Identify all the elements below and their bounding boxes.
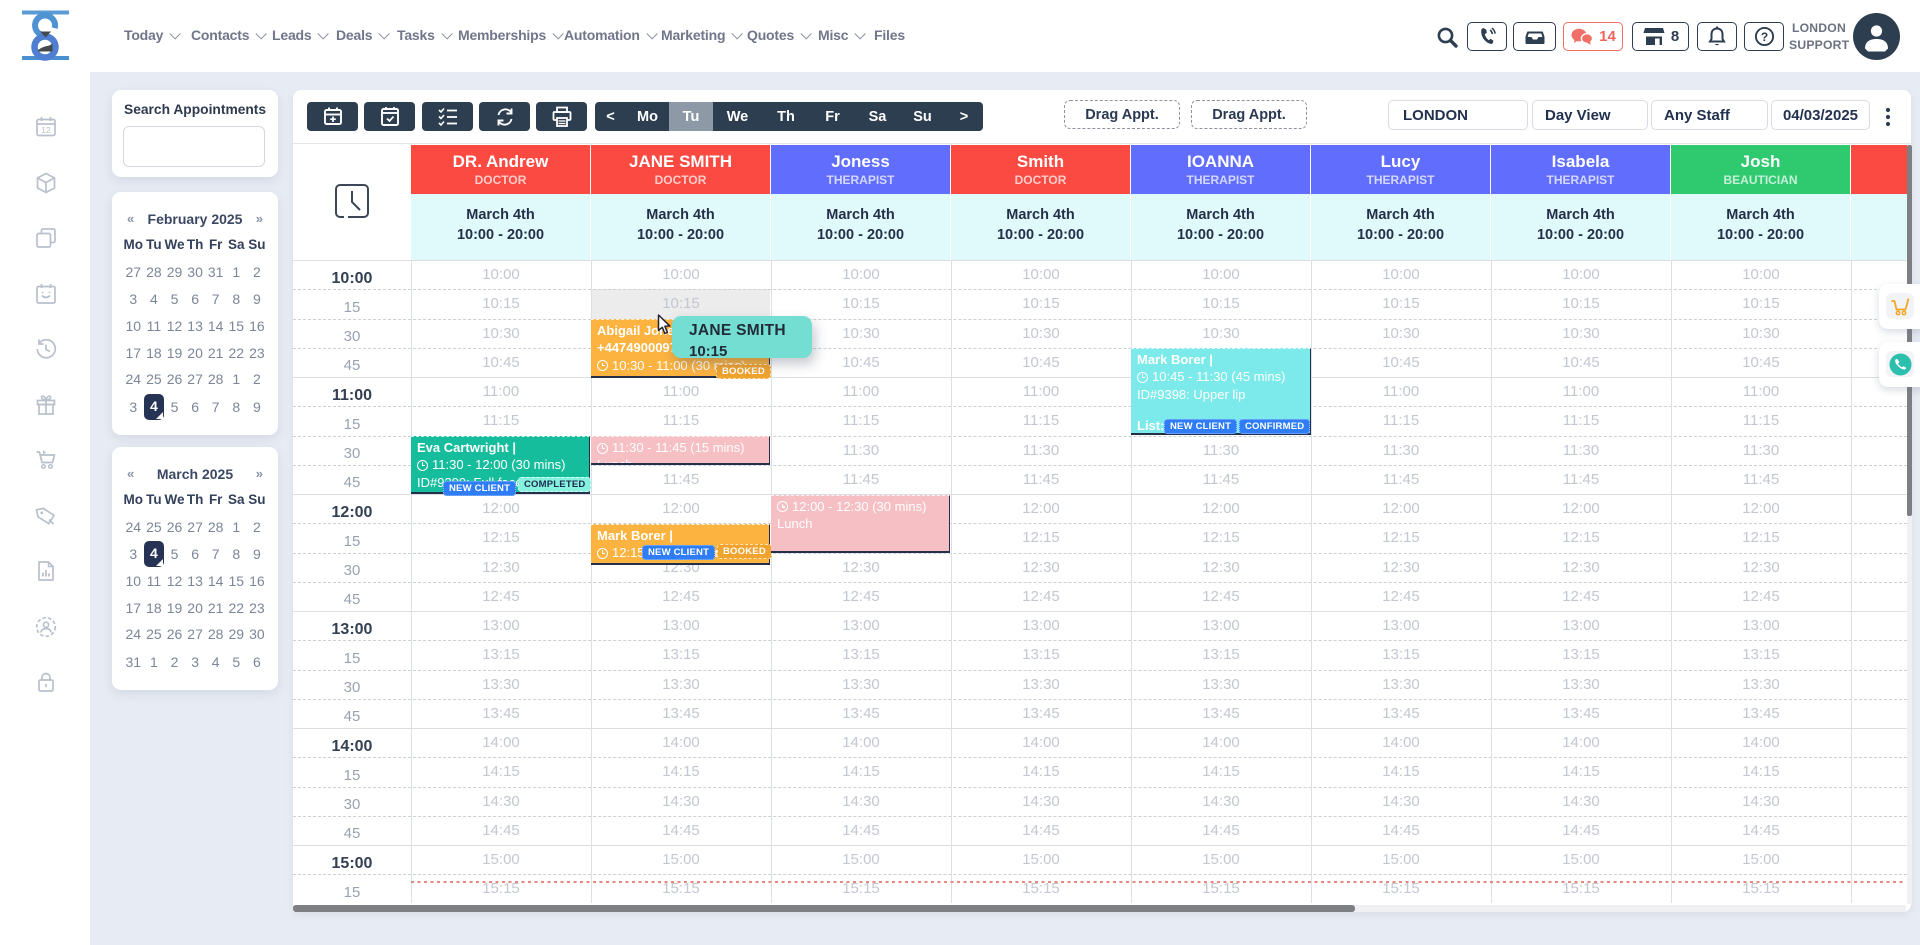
svg-text:12: 12 <box>41 125 51 135</box>
svg-text:?: ? <box>1760 30 1767 44</box>
